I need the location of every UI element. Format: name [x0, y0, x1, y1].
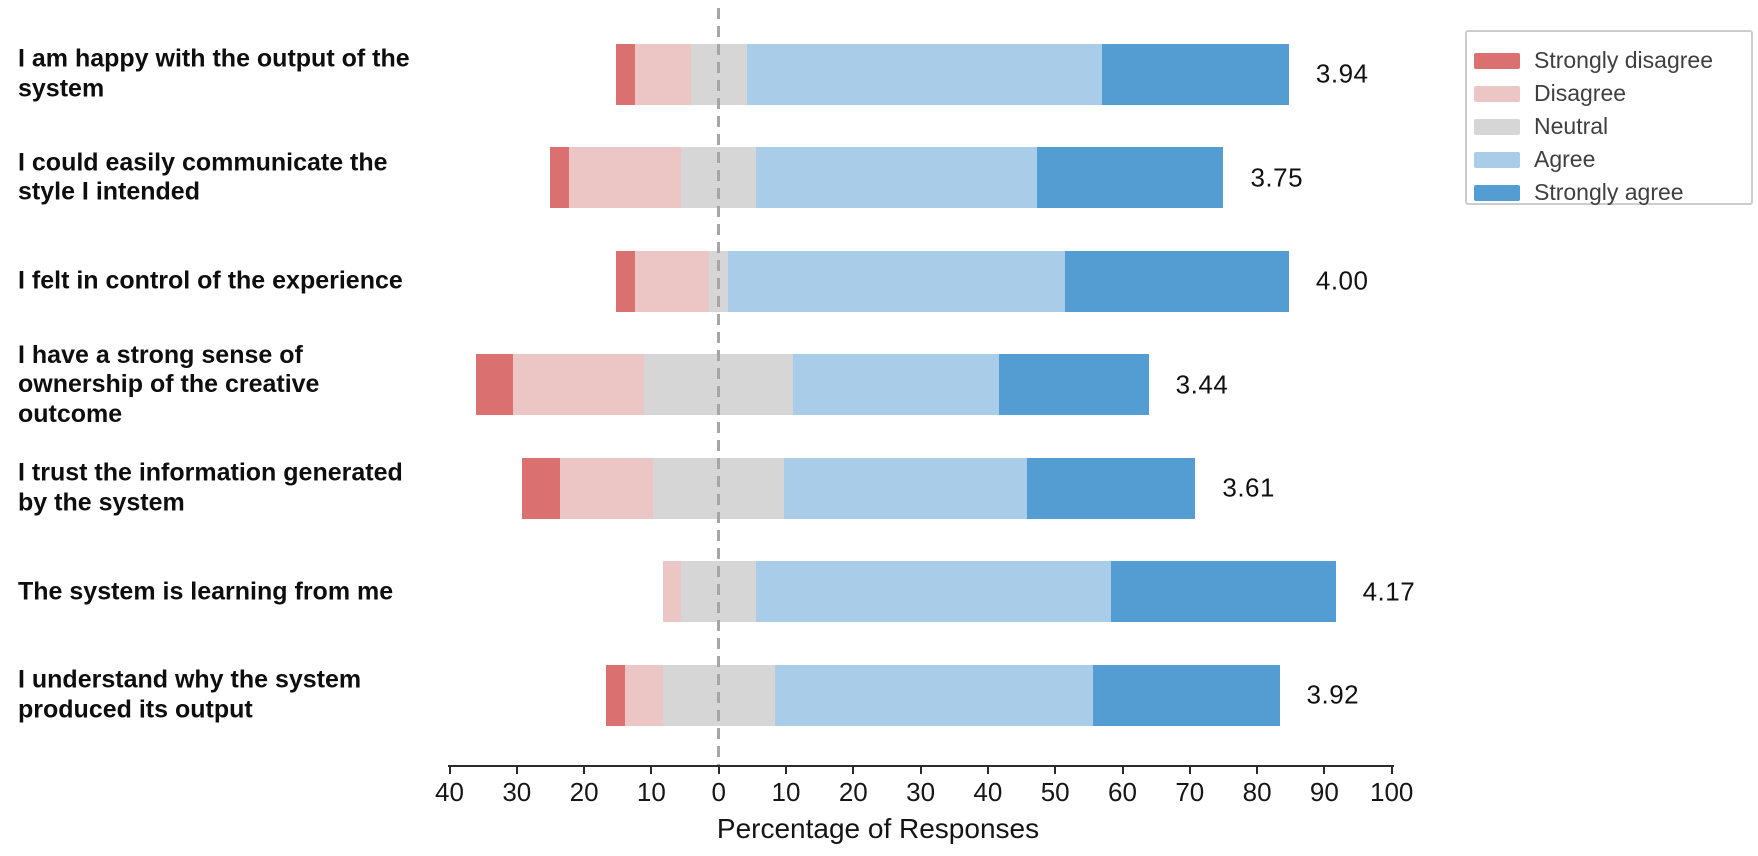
x-tick-mark — [986, 767, 989, 774]
x-axis-title: Percentage of Responses — [716, 813, 1040, 844]
x-tick-mark — [1054, 767, 1057, 774]
x-tick-label: 10 — [771, 777, 801, 807]
x-tick-mark — [1188, 767, 1191, 774]
legend-label: Agree — [1534, 146, 1596, 172]
bar-segment-strongly-agree — [1036, 147, 1224, 208]
x-tick-mark — [1323, 767, 1326, 774]
mean-value-label: 3.75 — [1250, 162, 1304, 192]
bar-segment-disagree — [559, 457, 654, 519]
category-label: I trust the information generated by the… — [18, 458, 403, 517]
bar-segment-disagree — [569, 147, 682, 208]
bar-segment-strongly-disagree — [615, 43, 635, 105]
mean-value-label: 4.00 — [1315, 265, 1369, 296]
legend-label: Neutral — [1534, 113, 1609, 139]
bar-segment-strongly-agree — [1027, 457, 1196, 519]
x-tick-mark — [650, 767, 653, 774]
x-tick-mark — [1390, 767, 1393, 774]
legend-swatch-neutral — [1474, 118, 1520, 135]
bar-segment-agree — [774, 664, 1093, 726]
legend-item-agree: Agree — [1474, 143, 1751, 176]
bar-segment-agree — [746, 43, 1102, 105]
legend-label: Strongly agree — [1534, 179, 1684, 205]
bar-segment-agree — [793, 354, 1000, 415]
legend-item-strongly-disagree: Strongly disagree — [1474, 44, 1751, 77]
x-tick-label: 10 — [636, 777, 666, 807]
category-label: I could easily communicate the style I i… — [18, 148, 388, 206]
legend-swatch-agree — [1474, 151, 1520, 168]
category-label: I understand why the system produced its… — [18, 665, 362, 724]
bar-segment-disagree — [634, 250, 710, 312]
x-tick-mark — [1256, 767, 1259, 774]
bar-segment-strongly-agree — [1111, 561, 1336, 622]
legend-label: Disagree — [1534, 80, 1627, 106]
mean-value-label: 3.44 — [1175, 369, 1229, 399]
x-tick-mark — [515, 767, 518, 774]
legend-swatch-strongly-agree — [1474, 184, 1520, 201]
x-tick-mark — [1121, 767, 1124, 774]
x-tick-label: 40 — [973, 777, 1003, 807]
bar-segment-strongly-agree — [1092, 664, 1280, 726]
zero-reference-dashed-line — [717, 8, 720, 765]
x-tick-label: 20 — [838, 777, 868, 807]
x-tick-label: 40 — [435, 777, 464, 807]
x-tick-mark — [785, 767, 787, 774]
legend-item-neutral: Neutral — [1474, 110, 1751, 143]
category-label: The system is learning from me — [18, 576, 394, 605]
bar-segment-strongly-agree — [999, 354, 1149, 415]
bar-segment-strongly-disagree — [615, 250, 635, 312]
x-tick-label: 50 — [1040, 777, 1070, 807]
x-tick-label: 90 — [1309, 777, 1339, 807]
bar-segment-agree — [756, 147, 1037, 208]
category-label: I am happy with the output of the system — [18, 44, 410, 103]
bar-segment-agree — [756, 561, 1112, 622]
bar-segment-strongly-disagree — [550, 147, 570, 208]
category-label: I have a strong sense of ownership of th… — [18, 340, 320, 428]
mean-value-label: 3.61 — [1222, 472, 1275, 503]
bar-segment-agree — [728, 250, 1065, 312]
bar-segment-strongly-disagree — [522, 457, 560, 519]
mean-value-label: 3.94 — [1315, 58, 1369, 89]
legend-item-disagree: Disagree — [1474, 77, 1751, 110]
bar-segment-strongly-disagree — [606, 664, 626, 726]
x-tick-mark — [717, 767, 720, 774]
mean-value-label: 3.92 — [1306, 679, 1360, 710]
bar-segment-strongly-agree — [1064, 250, 1289, 312]
x-tick-label: 100 — [1369, 777, 1414, 807]
category-label: I felt in control of the experience — [18, 266, 403, 295]
x-tick-mark — [919, 767, 922, 774]
x-tick-label: 80 — [1242, 777, 1272, 807]
x-tick-label: 30 — [906, 777, 936, 807]
bar-segment-disagree — [662, 561, 682, 622]
x-axis-line — [448, 765, 1394, 767]
bar-segment-strongly-disagree — [475, 354, 514, 415]
x-tick-label: 70 — [1175, 777, 1205, 807]
legend: Strongly disagree Disagree Neutral Agree Str… — [1465, 30, 1753, 205]
legend-swatch-strongly-disagree — [1474, 52, 1520, 69]
x-tick-label: 0 — [711, 777, 726, 807]
mean-value-label: 4.17 — [1362, 576, 1416, 606]
x-tick-label: 60 — [1108, 777, 1137, 807]
x-tick-mark — [448, 767, 451, 774]
bar-segment-disagree — [634, 43, 691, 105]
legend-item-strongly-agree: Strongly agree — [1474, 176, 1751, 209]
bar-segment-disagree — [513, 354, 644, 415]
bar-segment-agree — [784, 457, 1028, 519]
x-tick-label: 30 — [502, 777, 532, 807]
bar-segment-disagree — [625, 664, 663, 726]
legend-label: Strongly disagree — [1534, 47, 1713, 73]
x-tick-label: 20 — [569, 777, 599, 807]
x-tick-mark — [852, 767, 855, 774]
bar-segment-strongly-agree — [1101, 43, 1289, 105]
legend-swatch-disagree — [1474, 85, 1520, 102]
x-tick-mark — [583, 767, 586, 774]
